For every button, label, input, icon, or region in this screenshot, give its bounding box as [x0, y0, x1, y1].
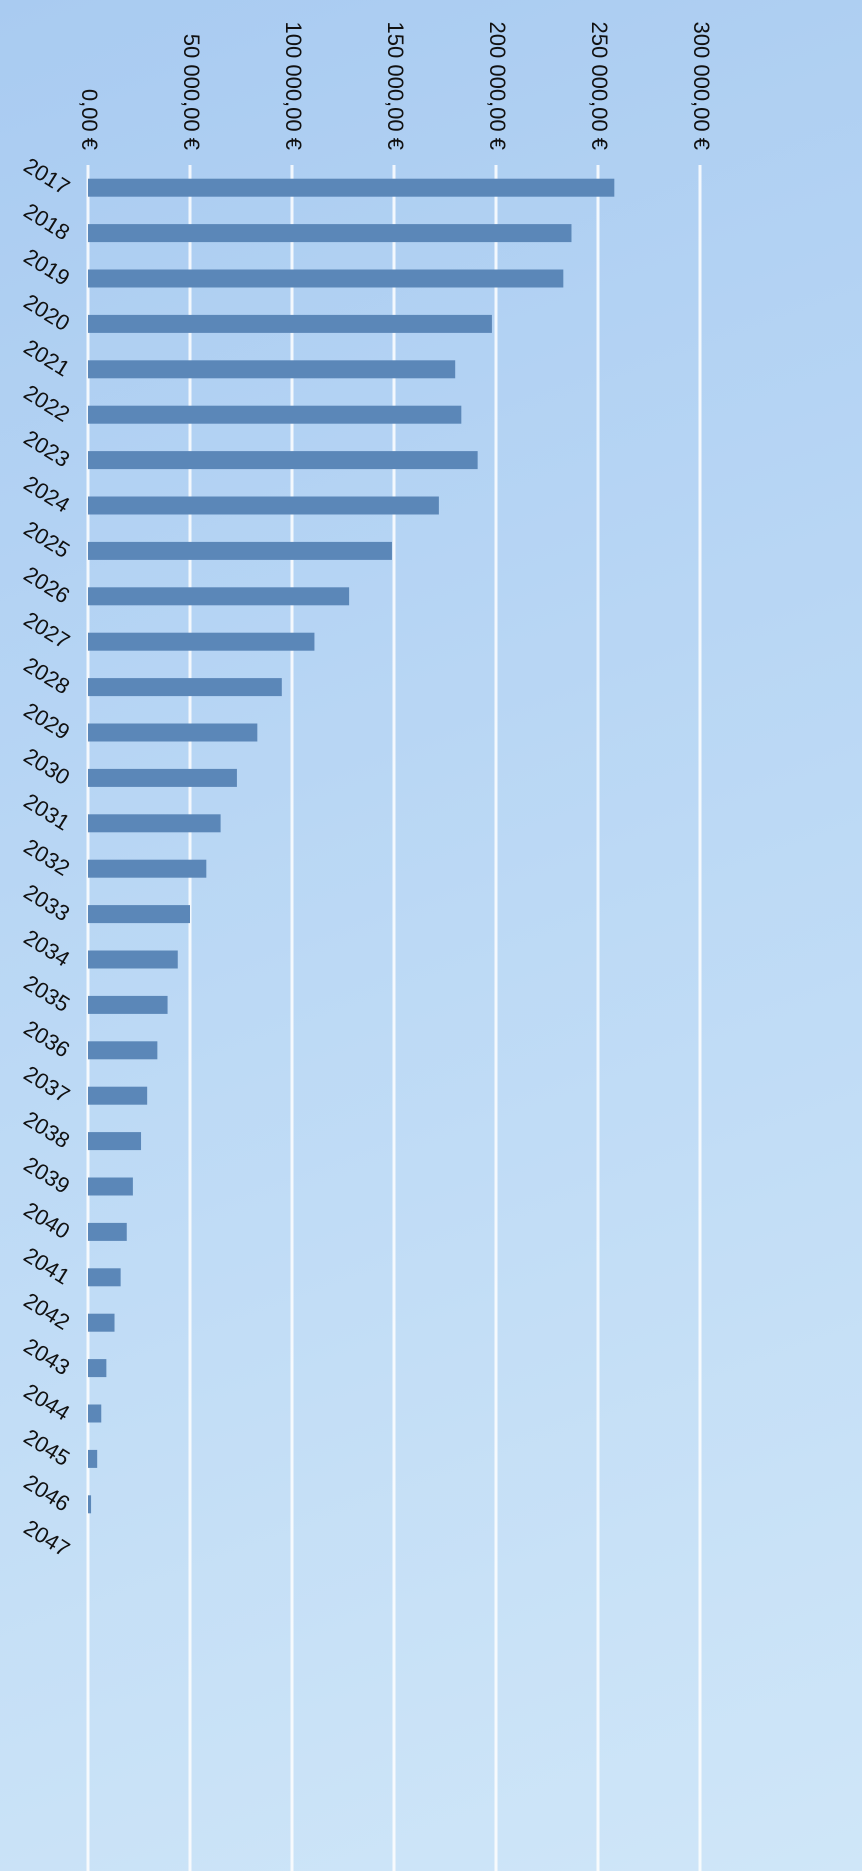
bar: [88, 178, 615, 197]
bar: [88, 541, 392, 560]
y-tick-label: 2022: [20, 380, 75, 427]
bar: [88, 496, 439, 515]
y-tick-label: 2030: [20, 743, 75, 790]
bar: [88, 1086, 148, 1105]
y-tick-label: 2029: [20, 697, 75, 744]
bar: [88, 224, 572, 243]
bar: [88, 1177, 133, 1196]
y-tick-label: 2039: [20, 1151, 75, 1198]
y-tick-label: 2020: [20, 289, 75, 336]
x-tick-label: 50 000,00 €: [179, 34, 204, 150]
bar: [88, 678, 282, 697]
y-tick-label: 2040: [20, 1197, 75, 1244]
y-tick-label: 2033: [20, 879, 75, 926]
bar: [88, 1268, 121, 1287]
y-tick-label: 2034: [20, 924, 75, 971]
y-tick-label: 2038: [20, 1106, 75, 1153]
bar: [88, 814, 221, 833]
bar: [88, 723, 258, 742]
x-tick-label: 250 000,00 €: [587, 22, 612, 150]
bar: [88, 859, 207, 878]
y-tick-label: 2046: [20, 1469, 75, 1516]
x-tick-label: 100 000,00 €: [281, 22, 306, 150]
y-tick-label: 2045: [20, 1424, 75, 1471]
bar: [88, 1404, 102, 1423]
y-tick-label: 2043: [20, 1333, 75, 1380]
y-tick-label: 2018: [20, 198, 75, 245]
bar: [88, 1495, 92, 1514]
bar: [88, 995, 168, 1014]
bar: [88, 768, 237, 787]
x-tick-label: 150 000,00 €: [383, 22, 408, 150]
y-tick-label: 2027: [20, 607, 75, 654]
bar: [88, 905, 190, 924]
y-tick-label: 2042: [20, 1288, 75, 1335]
bar: [88, 405, 462, 424]
bar: [88, 451, 478, 470]
x-tick-label: 300 000,00 €: [689, 22, 714, 150]
y-tick-label: 2041: [20, 1242, 75, 1289]
y-tick-label: 2023: [20, 425, 75, 472]
bar: [88, 269, 564, 288]
bar: [88, 950, 178, 969]
y-tick-label: 2037: [20, 1061, 75, 1108]
y-tick-label: 2026: [20, 561, 75, 608]
y-tick-label: 2025: [20, 516, 75, 563]
y-tick-label: 2019: [20, 243, 75, 290]
bar: [88, 587, 350, 606]
y-tick-label: 2036: [20, 1015, 75, 1062]
y-tick-label: 2044: [20, 1378, 75, 1425]
y-tick-label: 2047: [20, 1515, 75, 1562]
bar: [88, 1041, 158, 1060]
y-tick-label: 2032: [20, 834, 75, 881]
bar: [88, 1359, 107, 1378]
y-tick-label: 2024: [20, 470, 75, 517]
y-tick-label: 2028: [20, 652, 75, 699]
x-tick-label: 0,00 €: [77, 89, 102, 150]
bar: [88, 1222, 127, 1241]
bar: [88, 1449, 98, 1468]
bar: [88, 632, 315, 651]
bar: [88, 314, 492, 333]
bar: [88, 1313, 115, 1332]
y-tick-label: 2035: [20, 970, 75, 1017]
y-tick-label: 2021: [20, 334, 75, 381]
y-tick-label: 2031: [20, 788, 75, 835]
y-tick-label: 2017: [20, 153, 75, 200]
bar: [88, 360, 456, 379]
bar: [88, 1132, 142, 1151]
x-tick-label: 200 000,00 €: [485, 22, 510, 150]
